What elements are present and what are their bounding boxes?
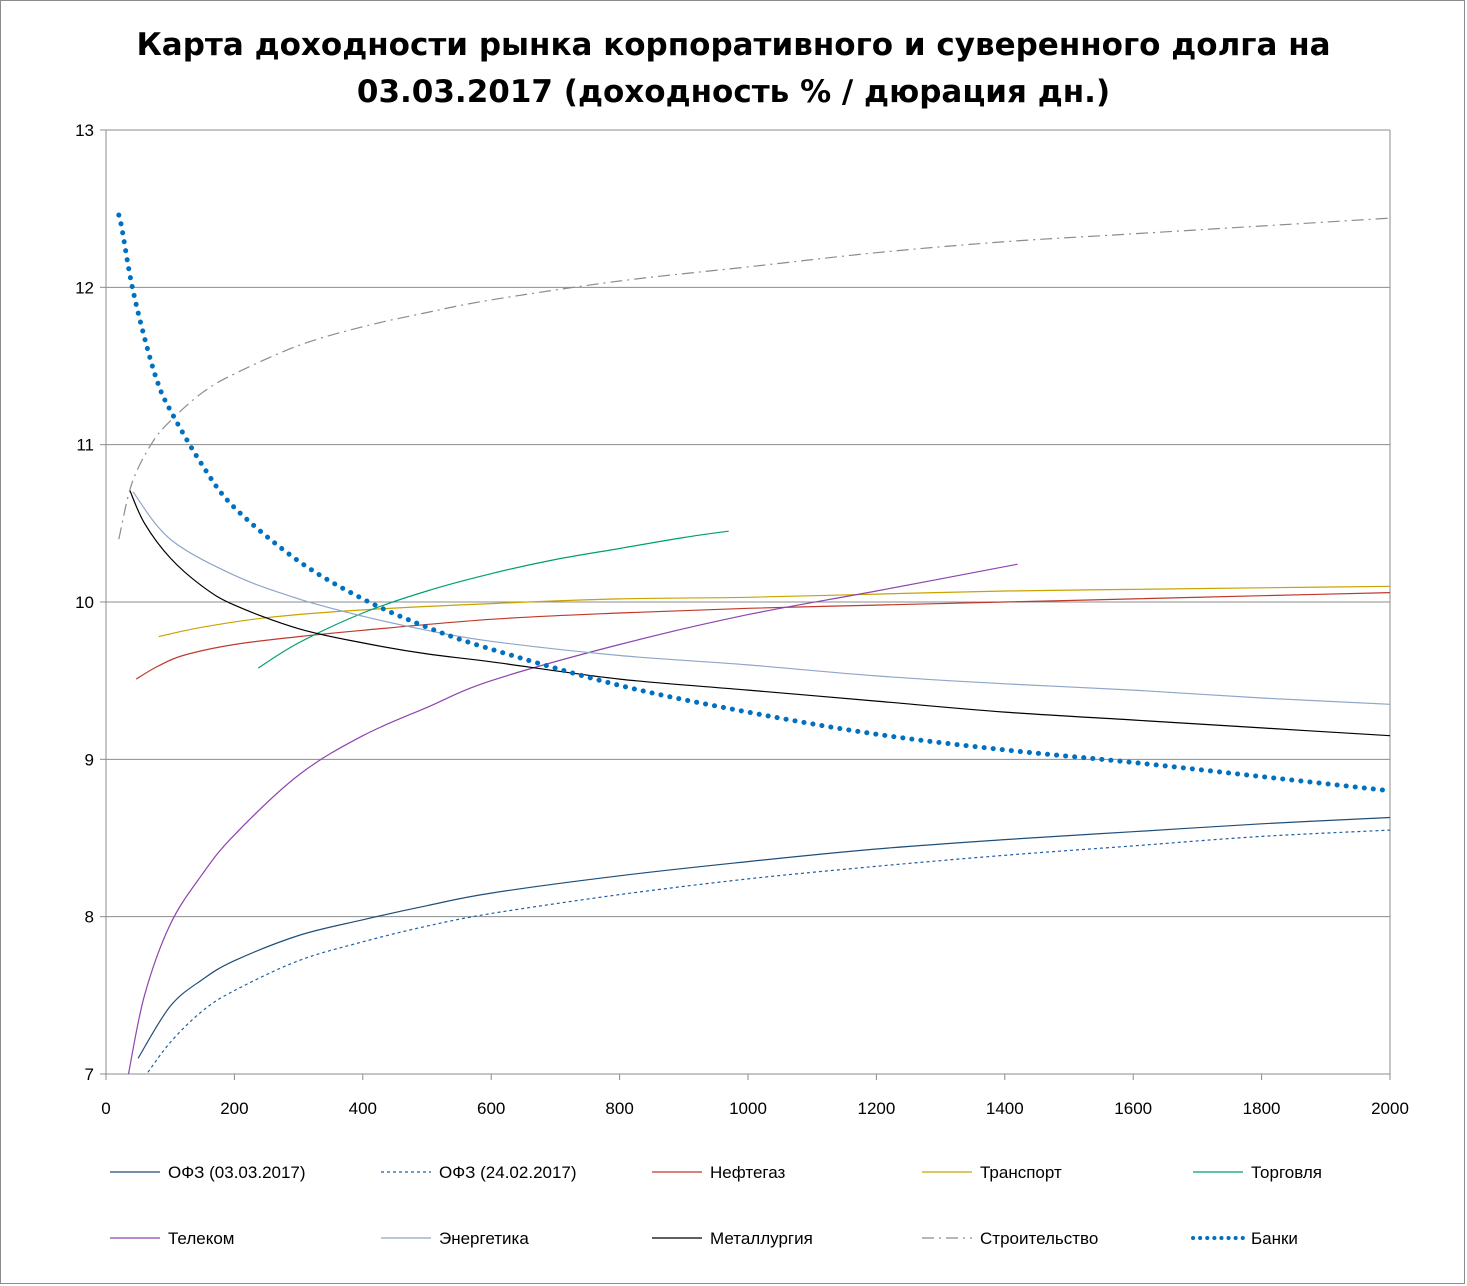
x-tick-label: 1600 <box>1114 1099 1152 1118</box>
y-tick-label: 8 <box>85 908 94 927</box>
y-tick-label: 9 <box>85 750 94 769</box>
legend-label-9: Банки <box>1251 1229 1298 1248</box>
x-tick-label: 400 <box>349 1099 377 1118</box>
x-tick-label: 200 <box>220 1099 248 1118</box>
series-line-0 <box>137 816 1390 1059</box>
chart-title-line2: 03.03.2017 (доходность % / дюрация дн.) <box>356 74 1111 110</box>
x-tick-label: 600 <box>477 1099 505 1118</box>
series-layer <box>116 212 1390 1074</box>
series-line-8 <box>118 217 1390 540</box>
x-tick-label: 1200 <box>857 1099 895 1118</box>
x-tick-label: 1800 <box>1243 1099 1281 1118</box>
y-tick-label: 11 <box>76 436 94 455</box>
series-line-7 <box>129 490 1390 737</box>
y-tick-label: 13 <box>75 121 94 140</box>
series-line-5 <box>127 563 1018 1074</box>
series-line-3 <box>158 585 1390 638</box>
legend-label-1: ОФЗ (24.02.2017) <box>439 1163 577 1182</box>
series-line-4 <box>257 530 729 669</box>
legend-label-8: Строительство <box>980 1229 1098 1248</box>
chart-title: Карта доходности рынка корпоративного и … <box>0 22 1467 116</box>
x-tick-label: 2000 <box>1371 1099 1409 1118</box>
x-tick-label: 800 <box>605 1099 633 1118</box>
series-line-2 <box>135 592 1390 680</box>
series-line-1 <box>146 829 1390 1074</box>
chart-title-line1: Карта доходности рынка корпоративного и … <box>136 27 1331 63</box>
y-tick-label: 12 <box>75 278 94 297</box>
legend-label-4: Торговля <box>1251 1163 1322 1182</box>
legend-label-0: ОФЗ (03.03.2017) <box>168 1163 306 1182</box>
x-tick-label: 0 <box>101 1099 110 1118</box>
legend-label-7: Металлургия <box>710 1229 813 1248</box>
legend-label-2: Нефтегаз <box>710 1163 785 1182</box>
y-tick-label: 10 <box>75 593 94 612</box>
series-line-9 <box>116 212 1390 794</box>
legend-label-3: Транспорт <box>980 1163 1062 1182</box>
axis-layer: 7 8 9 10 11 12 13 0 200 400 600 800 1000 1200 1400 1600… <box>75 121 1409 1118</box>
x-tick-label: 1400 <box>986 1099 1024 1118</box>
legend-label-6: Энергетика <box>439 1229 529 1248</box>
legend-label-5: Телеком <box>168 1229 234 1248</box>
y-tick-label: 7 <box>85 1065 94 1084</box>
legend: ОФЗ (03.03.2017) ОФЗ (24.02.2017) Нефтегаз… <box>110 1163 1322 1248</box>
grid-layer <box>106 129 1390 918</box>
x-tick-label: 1000 <box>729 1099 767 1118</box>
series-line-6 <box>132 491 1390 705</box>
